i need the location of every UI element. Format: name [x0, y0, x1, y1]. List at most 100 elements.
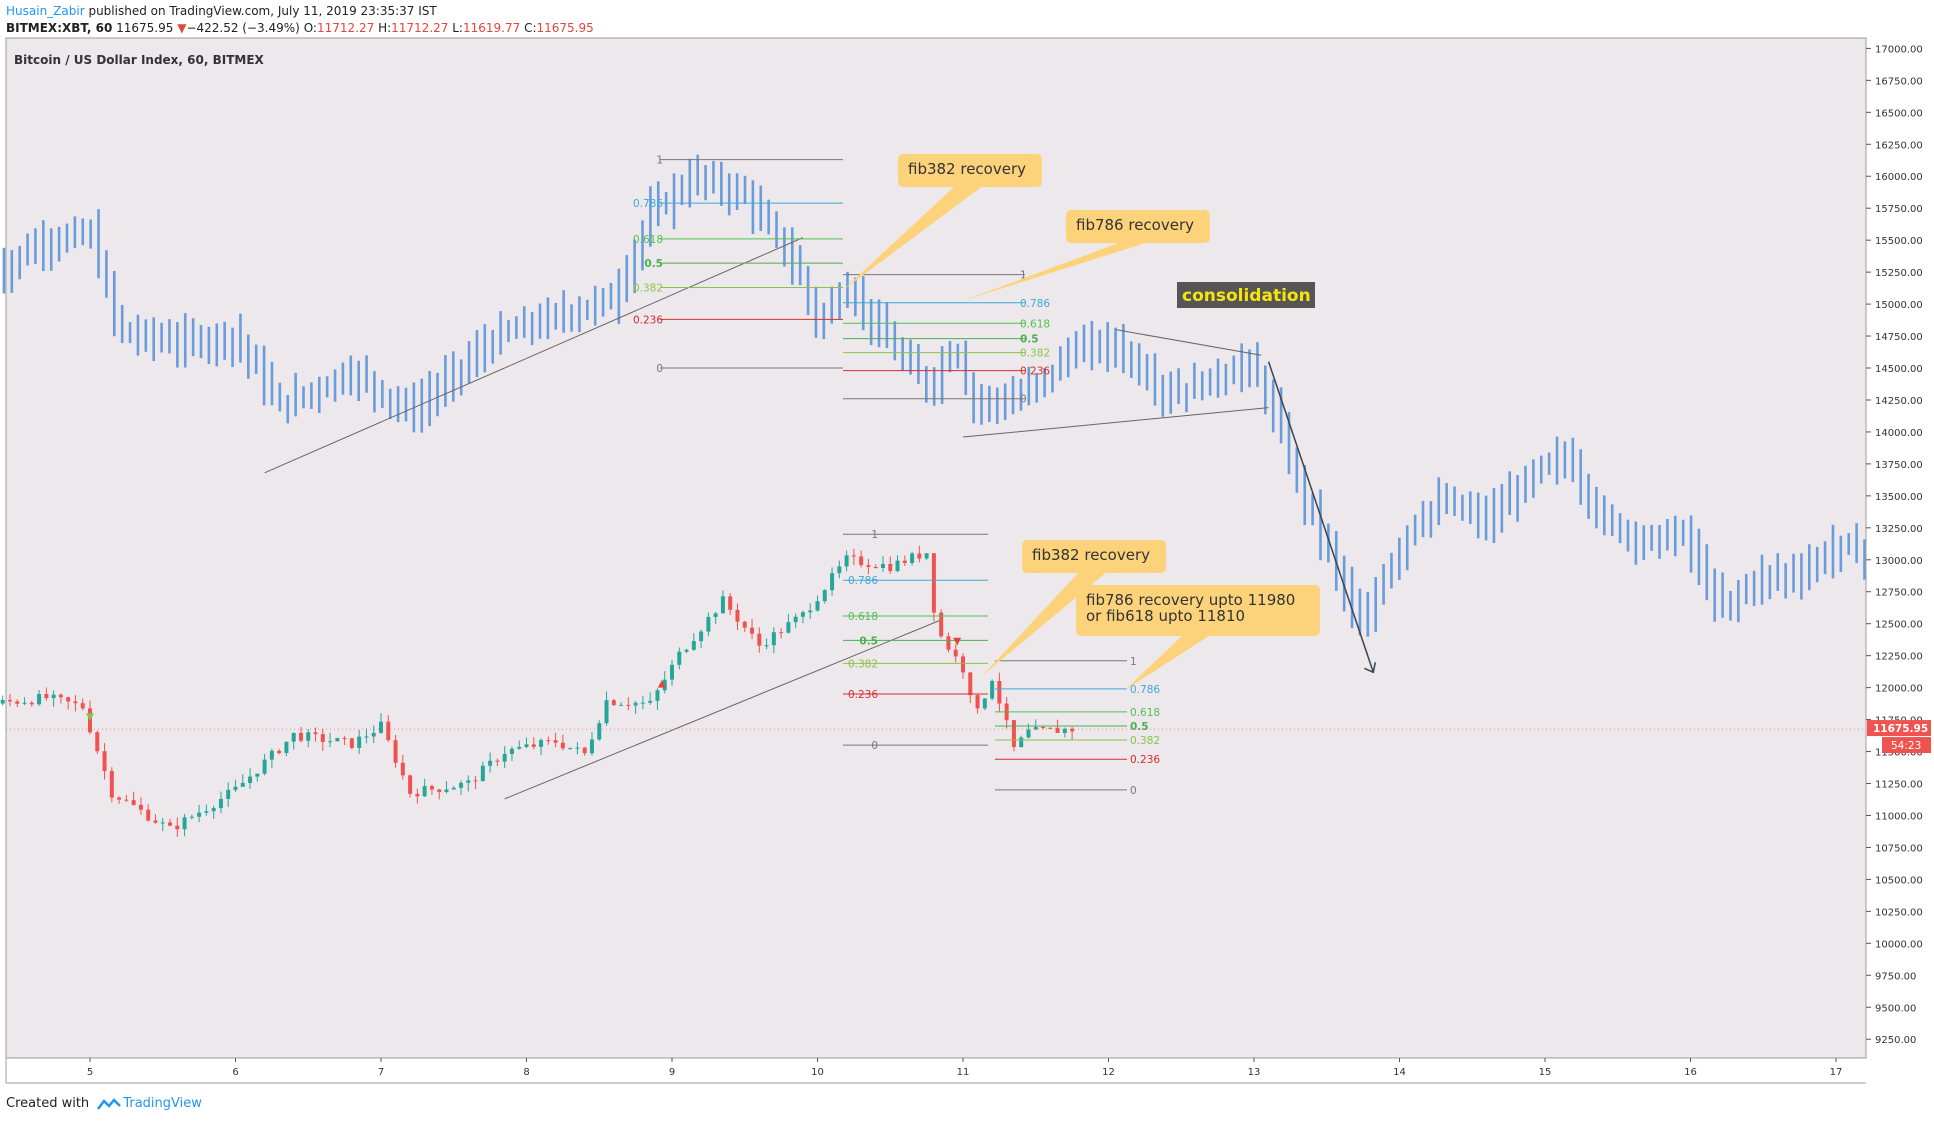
y-tick-label: 13750.00 [1875, 460, 1923, 471]
candle-body [393, 740, 398, 763]
candle [153, 814, 158, 824]
candle-body [546, 740, 551, 742]
candle [888, 556, 893, 574]
candle [1033, 719, 1038, 730]
candle-body [168, 822, 173, 826]
candle-body [699, 631, 704, 642]
candle [982, 698, 987, 711]
candle-body [29, 702, 34, 705]
candle-body [589, 739, 594, 754]
candle-body [575, 747, 580, 749]
candle [444, 781, 449, 794]
x-tick-label: 6 [232, 1067, 238, 1078]
close-label: C: [524, 21, 537, 35]
tradingview-brand-link[interactable]: TradingView [123, 1096, 202, 1111]
y-tick-label: 17000.00 [1875, 44, 1923, 55]
candle [524, 737, 529, 749]
trendlines [264, 237, 1377, 800]
candle-body [415, 793, 420, 797]
fib-level-label: 1 [656, 155, 663, 167]
x-tick-label: 13 [1248, 1067, 1261, 1078]
candle [248, 768, 253, 789]
candle [117, 796, 122, 804]
fib-level-label: 0.236 [633, 314, 663, 326]
candle [946, 632, 951, 653]
high-value: 11712.27 [391, 21, 449, 35]
candle [961, 653, 965, 679]
fib-level-label: 0.382 [633, 282, 663, 294]
candle [750, 619, 755, 640]
candle-body [640, 702, 645, 704]
candle-body [582, 747, 587, 754]
candle-body [822, 590, 827, 602]
fib-level-label: 0.618 [848, 611, 878, 623]
y-tick-label: 12500.00 [1875, 620, 1923, 631]
x-tick-label: 12 [1102, 1067, 1115, 1078]
candle [422, 778, 427, 797]
candle [371, 725, 376, 744]
candle-body [0, 699, 5, 704]
fib-level-label: 0.236 [1130, 754, 1160, 766]
candle [786, 613, 791, 634]
y-tick-label: 10000.00 [1875, 939, 1923, 950]
y-tick-label: 10750.00 [1875, 843, 1923, 854]
candle-body [502, 753, 507, 762]
x-tick-label: 16 [1684, 1067, 1697, 1078]
candle-body [306, 732, 311, 741]
low-label: L: [452, 21, 463, 35]
candle [822, 589, 827, 604]
candle [589, 731, 594, 756]
candle-body [175, 825, 180, 830]
candle [873, 564, 878, 569]
symbol-label: BITMEX:XBT, 60 [6, 21, 113, 35]
y-tick-label: 13250.00 [1875, 524, 1923, 535]
candle-body [349, 738, 354, 748]
candle-body [371, 732, 376, 737]
candle [1011, 719, 1016, 752]
candle [815, 595, 820, 612]
last-price-badge [1867, 720, 1931, 737]
author-link[interactable]: Husain_Zabir [6, 4, 85, 18]
candle-body [786, 622, 791, 633]
candle [924, 553, 929, 561]
candle [706, 612, 711, 637]
candle [400, 754, 405, 780]
candle-body [320, 734, 325, 742]
y-tick-label: 15000.00 [1875, 300, 1923, 311]
plot-area[interactable] [5, 37, 1867, 1059]
fib-set: 1 0.786 0.618 0.5 0.382 0.236 0 [843, 270, 1050, 406]
y-tick-label: 10500.00 [1875, 875, 1923, 886]
fib-level-label: 0 [1020, 394, 1027, 406]
candle-body [95, 732, 100, 752]
close-value: 11675.95 [536, 21, 594, 35]
candle-body [662, 679, 667, 691]
candle-body [160, 822, 165, 824]
candle [546, 736, 551, 745]
candle-body [524, 744, 529, 747]
candle-body [466, 780, 471, 783]
candle [764, 638, 769, 650]
y-tick-label: 16500.00 [1875, 108, 1923, 119]
candle-body [146, 809, 151, 821]
candle-body [117, 797, 122, 800]
candle-body [473, 780, 478, 782]
sell-marker-icon [657, 679, 666, 688]
fib-level-label: 0.382 [848, 658, 878, 670]
candle [22, 697, 27, 706]
y-tick-label: 11250.00 [1875, 780, 1923, 791]
candle [320, 728, 325, 751]
candle [58, 693, 63, 704]
candle-body [102, 751, 107, 771]
candle-body [880, 563, 885, 569]
y-tick-label: 9750.00 [1875, 971, 1916, 982]
candle [851, 548, 856, 566]
candle-body [1033, 727, 1038, 730]
y-tick-label: 14750.00 [1875, 332, 1923, 343]
candle [466, 775, 471, 792]
candle-body [342, 738, 347, 740]
candle-body [408, 775, 413, 794]
y-tick-label: 12750.00 [1875, 588, 1923, 599]
candle-body [728, 596, 733, 610]
y-tick-label: 9250.00 [1875, 1035, 1916, 1046]
